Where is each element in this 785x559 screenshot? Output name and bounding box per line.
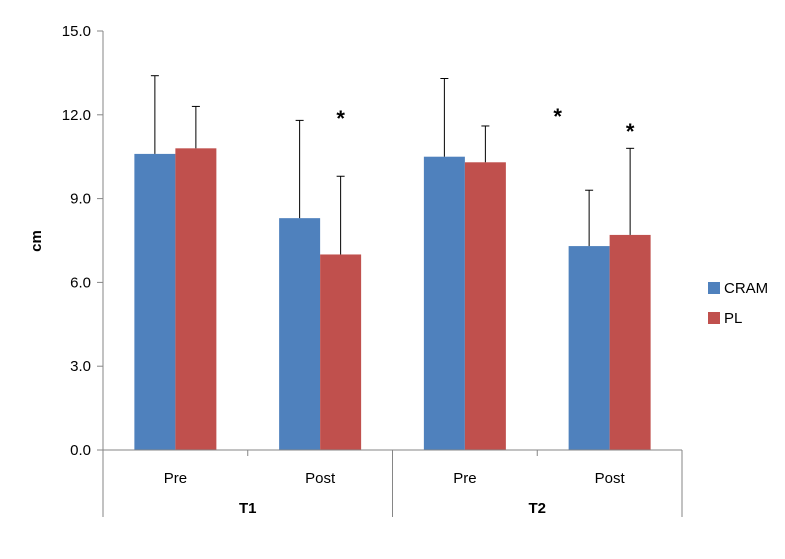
- y-tick-label: 12.0: [62, 107, 91, 124]
- y-tick-label: 15.0: [62, 23, 91, 40]
- bar-cram-2: [423, 156, 465, 450]
- group-label: T1: [239, 500, 257, 517]
- significance-star: *: [336, 106, 345, 131]
- significance-star: *: [626, 119, 635, 144]
- error-bars: [150, 75, 635, 255]
- x-axis-labels: Pre Post Pre Post: [164, 470, 626, 487]
- y-tick-label: 9.0: [70, 191, 91, 208]
- x-tick-label: Pre: [164, 470, 187, 487]
- x-tick-label: Post: [595, 470, 626, 487]
- legend-label-cram: CRAM: [724, 280, 768, 297]
- bar-cram-3: [568, 246, 610, 450]
- y-axis-ticks: 0.0 3.0 6.0 9.0 12.0 15.0: [62, 23, 103, 459]
- y-tick-label: 6.0: [70, 274, 91, 291]
- y-axis-label: cm: [28, 230, 45, 252]
- axes: [102, 31, 683, 517]
- significance-star: *: [553, 104, 562, 129]
- x-tick-label: Pre: [453, 470, 476, 487]
- legend-swatch-cram: [708, 282, 720, 294]
- x-tick-label: Post: [305, 470, 336, 487]
- y-tick-label: 0.0: [70, 442, 91, 459]
- significance-markers: * * *: [336, 104, 635, 144]
- bar-cram-1: [279, 218, 321, 450]
- group-labels: T1 T2: [239, 500, 546, 517]
- bar-pl-1: [320, 254, 362, 450]
- bars: [134, 148, 651, 450]
- group-label: T2: [528, 500, 546, 517]
- legend-label-pl: PL: [724, 310, 742, 327]
- bar-pl-2: [464, 162, 506, 450]
- bar-pl-0: [175, 148, 217, 450]
- bar-cram-0: [134, 153, 176, 450]
- bar-pl-3: [609, 234, 651, 450]
- legend: CRAM PL: [708, 280, 768, 327]
- legend-swatch-pl: [708, 312, 720, 324]
- y-tick-label: 3.0: [70, 358, 91, 375]
